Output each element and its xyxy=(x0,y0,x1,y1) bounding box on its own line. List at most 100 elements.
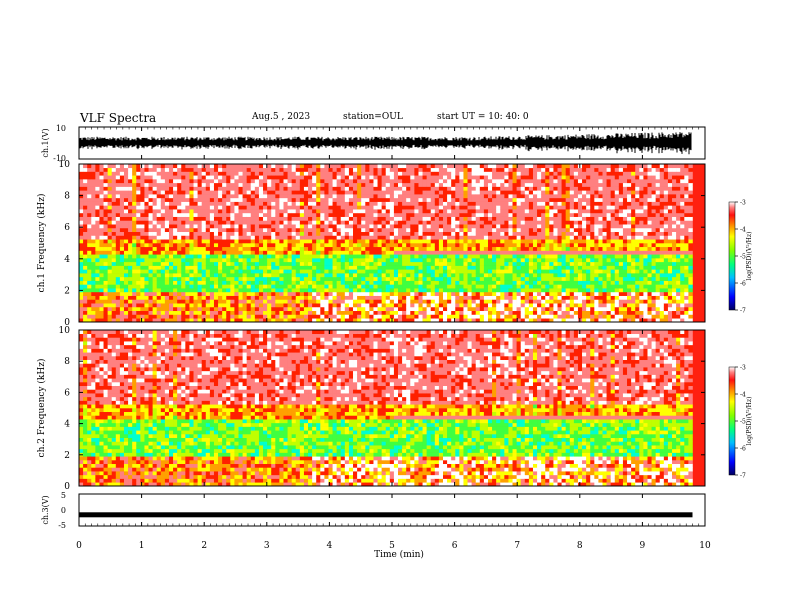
spectrogram-cell xyxy=(91,201,96,206)
spectrogram-cell xyxy=(508,303,513,308)
spectrogram-cell xyxy=(87,197,92,202)
spectrogram-cell xyxy=(250,186,256,191)
spectrogram-cell xyxy=(365,209,370,214)
spectrogram-cell xyxy=(218,212,223,217)
spectrogram-cell xyxy=(95,295,100,300)
spectrogram-cell xyxy=(553,209,558,214)
spectrogram-cell xyxy=(381,179,387,184)
spectrogram-cell xyxy=(406,269,411,274)
spectrogram-cell xyxy=(128,209,133,214)
spectrogram-cell xyxy=(459,246,464,251)
spectrogram-cell xyxy=(422,220,427,225)
spectrogram-cell xyxy=(520,284,526,289)
spectrogram-cell xyxy=(177,164,182,169)
spectrogram-cell xyxy=(553,235,558,240)
spectrogram-cell xyxy=(537,291,542,296)
spectrogram-cell xyxy=(111,284,117,289)
spectrogram-cell xyxy=(222,280,227,285)
spectrogram-cell xyxy=(181,194,186,199)
spectrogram-cell xyxy=(487,205,493,210)
spectrogram-cell xyxy=(557,306,562,312)
spectrogram-cell xyxy=(545,295,550,300)
spectrogram-cell xyxy=(561,265,566,270)
spectrogram-cell xyxy=(377,201,382,206)
spectrogram-cell xyxy=(168,209,174,214)
spectrogram-cell xyxy=(119,227,125,233)
spectrogram-cell xyxy=(438,220,444,225)
spectrogram-cell xyxy=(168,314,174,319)
spectrogram-cell xyxy=(91,175,96,180)
spectrogram-cell xyxy=(79,231,84,236)
spectrogram-cell xyxy=(234,250,239,255)
spectrogram-cell xyxy=(218,288,223,293)
spectrogram-cell xyxy=(430,246,436,251)
spectrogram-cell xyxy=(483,182,489,187)
spectrogram-cell xyxy=(222,175,227,180)
spectrogram-cell xyxy=(238,243,243,248)
spectrogram-cell xyxy=(123,295,129,300)
spectrogram-cell xyxy=(299,194,305,199)
spectrogram-cell xyxy=(209,246,215,251)
spectrogram-cell xyxy=(324,306,329,312)
spectrogram-cell xyxy=(393,254,399,259)
spectrogram-cell xyxy=(406,318,411,323)
spectrogram-cell xyxy=(136,291,141,296)
spectrogram-cell xyxy=(512,190,517,195)
spectrogram-cell xyxy=(357,280,362,285)
spectrogram-cell xyxy=(357,171,362,176)
spectrogram-cell xyxy=(222,205,227,210)
spectrogram-cell xyxy=(263,261,268,266)
spectrogram-cell xyxy=(177,205,182,210)
spectrogram-cell xyxy=(475,280,481,285)
spectrogram-cell xyxy=(160,258,166,263)
spectrogram-cell xyxy=(107,167,113,172)
spectrogram-cell xyxy=(123,303,129,308)
spectrogram-cell xyxy=(283,280,288,285)
spectrogram-cell xyxy=(303,246,309,251)
spectrogram-cell xyxy=(471,276,477,281)
spectrogram-cell xyxy=(197,201,202,206)
spectrogram-cell xyxy=(283,284,288,289)
spectrogram-cell xyxy=(549,182,554,187)
spectrogram-cell xyxy=(91,212,96,217)
spectrogram-cell xyxy=(189,318,194,323)
spectrogram-cell xyxy=(496,310,501,315)
spectrogram-cell xyxy=(377,273,382,278)
spectrogram-cell xyxy=(226,171,231,176)
spectrogram-cell xyxy=(238,224,243,229)
spectrogram-cell xyxy=(402,299,407,304)
spectrogram-cell xyxy=(353,220,358,225)
spectrogram-cell xyxy=(99,212,104,217)
spectrogram-cell xyxy=(316,205,321,210)
spectrogram-cell xyxy=(299,318,305,323)
spectrogram-cell xyxy=(385,179,391,184)
spectrogram-cell xyxy=(365,269,370,274)
spectrogram-cell xyxy=(230,209,235,214)
spectrogram-cell xyxy=(410,250,415,255)
spectrogram-cell xyxy=(357,265,362,270)
spectrogram-cell xyxy=(258,250,264,255)
spectrogram-cell xyxy=(312,314,317,319)
spectrogram-cell xyxy=(119,261,125,266)
spectrogram-cell xyxy=(83,179,88,184)
spectrogram-cell xyxy=(283,265,288,270)
spectrogram-cell xyxy=(267,220,272,225)
spectrogram-cell xyxy=(193,171,198,176)
spectrogram-cell xyxy=(467,310,472,315)
spectrogram-cell xyxy=(123,227,129,233)
spectrogram-cell xyxy=(213,190,219,195)
spectrogram-cell xyxy=(185,276,190,281)
spectrogram-cell xyxy=(299,231,305,236)
spectrogram-cell xyxy=(152,276,158,281)
spectrogram-cell xyxy=(365,250,370,255)
spectrogram-cell xyxy=(148,212,153,217)
spectrogram-cell xyxy=(459,273,464,278)
spectrogram-cell xyxy=(95,288,100,293)
spectrogram-cell xyxy=(340,299,346,304)
spectrogram-cell xyxy=(226,227,231,233)
spectrogram-cell xyxy=(177,243,182,248)
waveform-ch1-path xyxy=(78,132,692,155)
spectrogram-cell xyxy=(549,231,554,236)
spectrogram-cell xyxy=(348,261,354,266)
spectrogram-cell xyxy=(402,314,407,319)
